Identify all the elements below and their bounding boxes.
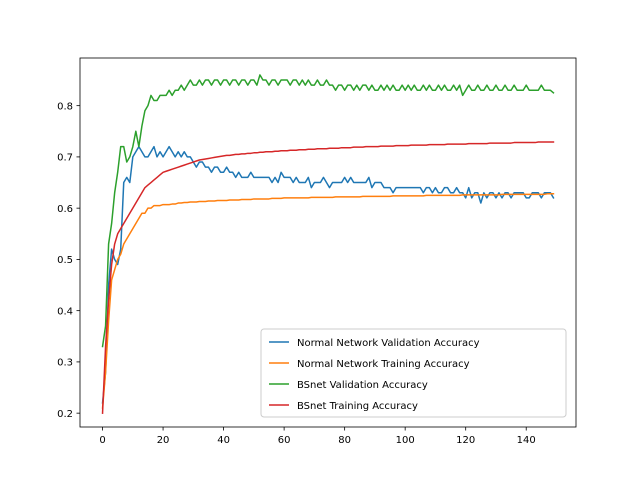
legend-box bbox=[260, 328, 567, 418]
series-line-1 bbox=[101, 193, 555, 409]
legend-label-0: Normal Network Validation Accuracy bbox=[297, 338, 480, 349]
legend-label-2: BSnet Validation Accuracy bbox=[297, 380, 428, 391]
x-axis: 0 20 40 60 80 100 120 140 bbox=[99, 427, 536, 446]
x-tick-label: 0 bbox=[99, 435, 105, 446]
legend: Normal Network Validation Accuracy Normal… bbox=[260, 328, 567, 418]
legend-label-1: Normal Network Training Accuracy bbox=[297, 359, 470, 370]
x-tick-label: 100 bbox=[396, 435, 415, 446]
x-tick-label: 60 bbox=[278, 435, 291, 446]
series-layer bbox=[101, 74, 555, 414]
y-tick-label: 0.8 bbox=[57, 101, 73, 112]
y-tick-label: 0.4 bbox=[57, 306, 73, 317]
y-tick-label: 0.7 bbox=[57, 153, 73, 164]
x-tick-label: 120 bbox=[456, 435, 475, 446]
plot-frame bbox=[79, 57, 577, 428]
series-line-3 bbox=[101, 141, 555, 414]
y-tick-label: 0.5 bbox=[57, 255, 73, 266]
y-tick-label: 0.2 bbox=[57, 409, 73, 420]
y-axis: 0.2 0.3 0.4 0.5 0.6 0.7 0.8 bbox=[57, 101, 80, 420]
y-tick-label: 0.6 bbox=[57, 204, 73, 215]
legend-label-3: BSnet Training Accuracy bbox=[297, 401, 418, 412]
x-tick-label: 40 bbox=[217, 435, 230, 446]
x-tick-label: 20 bbox=[157, 435, 170, 446]
x-tick-label: 140 bbox=[517, 435, 536, 446]
series-line-2 bbox=[101, 74, 555, 348]
y-tick-label: 0.3 bbox=[57, 358, 73, 369]
x-tick-label: 80 bbox=[338, 435, 351, 446]
